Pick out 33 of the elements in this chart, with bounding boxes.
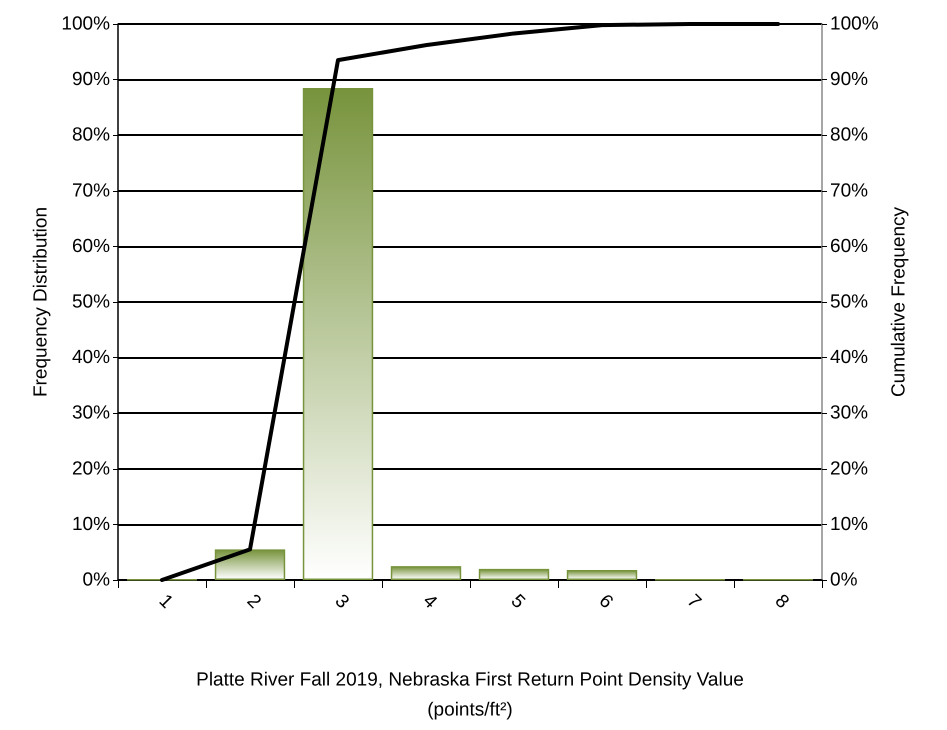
y2-tick-label: 50% <box>830 292 868 312</box>
y2-tick-label: 90% <box>830 69 868 90</box>
y-tick-label: 60% <box>72 236 110 257</box>
y-tick-label: 10% <box>72 514 110 535</box>
y2-tick-label: 100% <box>830 14 879 34</box>
y2-tick-label: 0% <box>830 570 858 590</box>
y-tick-label: 50% <box>72 292 110 312</box>
x-tick-label: 8 <box>770 590 793 613</box>
y2-tick-label: 30% <box>830 402 868 424</box>
y2-tick-label: 80% <box>830 124 868 146</box>
x-tick-label: 5 <box>506 590 529 613</box>
x-tick-label: 3 <box>330 590 353 613</box>
y2-tick-label: 40% <box>830 347 868 368</box>
y2-axis-title: Cumulative Frequency <box>888 206 910 398</box>
y-tick-label: 40% <box>72 347 110 368</box>
y-tick-label: 90% <box>72 69 110 90</box>
y-tick-label: 70% <box>72 180 110 202</box>
y2-tick-label: 20% <box>830 458 868 480</box>
y-axis-title: Frequency Distribution <box>30 206 52 398</box>
y2-tick-label: 60% <box>830 236 868 257</box>
x-tick-label: 6 <box>594 590 617 613</box>
y2-tick-label: 70% <box>830 180 868 202</box>
y-tick-label: 30% <box>72 402 110 424</box>
y2-tick-label: 10% <box>830 514 868 535</box>
x-axis-title: Platte River Fall 2019, Nebraska First Return Point Density Value (points/ft²) <box>196 670 744 720</box>
x-tick-label: 2 <box>242 590 265 613</box>
y-tick-label: 80% <box>72 124 110 146</box>
y-tick-label: 0% <box>82 570 110 590</box>
y-tick-label: 20% <box>72 458 110 480</box>
x-tick-label: 7 <box>682 590 705 613</box>
x-tick-label: 4 <box>418 590 441 613</box>
x-tick-label: 1 <box>154 590 177 613</box>
y-tick-label: 100% <box>61 14 110 34</box>
